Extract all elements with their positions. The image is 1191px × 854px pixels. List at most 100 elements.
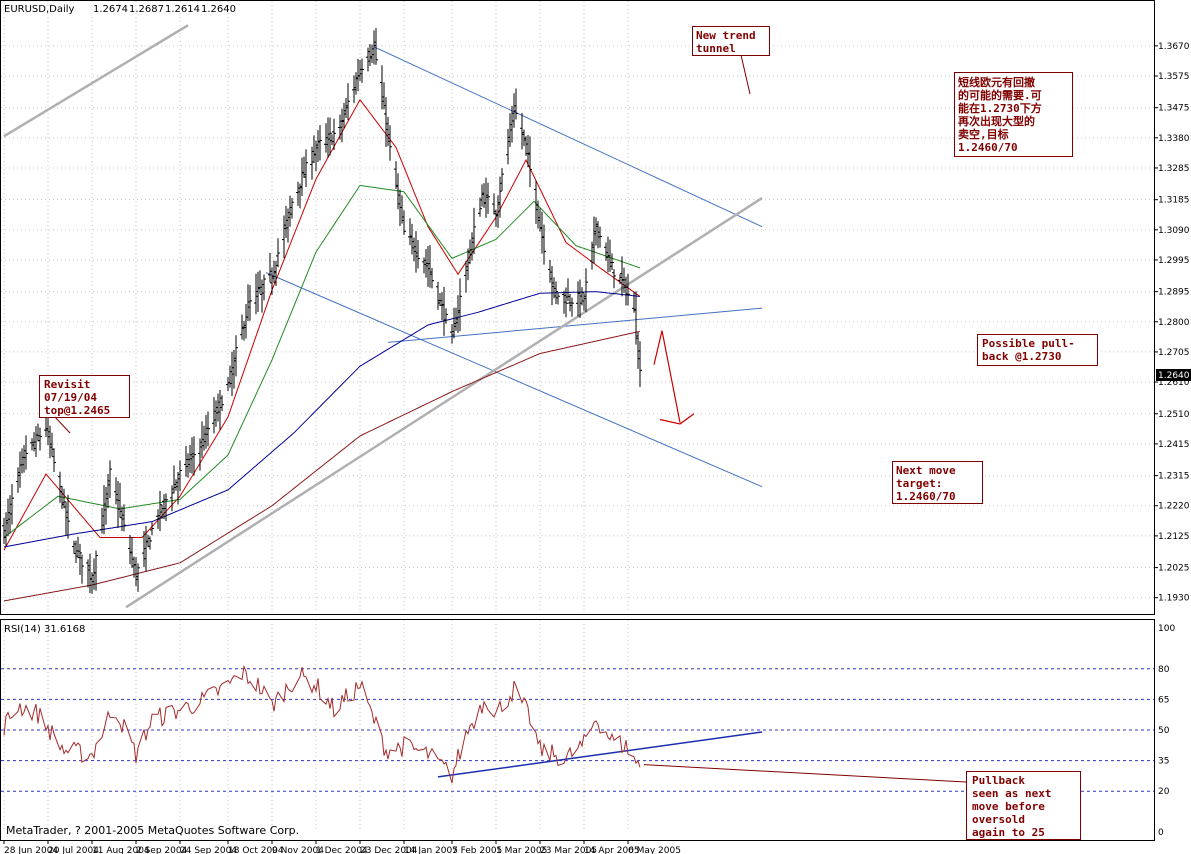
annotation-leader [643, 764, 967, 783]
annotation-line: New trend [696, 29, 756, 42]
copyright-text: MetaTrader, ? 2001-2005 MetaQuotes Softw… [6, 824, 299, 837]
price-bars [2, 28, 642, 594]
x-tick-label: 11 Aug 2004 [92, 846, 150, 854]
y-tick-label: 1.2995 [1158, 256, 1190, 266]
trendline [265, 272, 763, 488]
y-tick-label: 1.3380 [1158, 134, 1190, 144]
x-tick-label: 20 Jul 2004 [48, 846, 99, 854]
moving-average-line [3, 184, 641, 538]
x-tick-label: 14 Apr 2005 [584, 846, 640, 854]
y-tick-label: 1.2510 [1158, 410, 1190, 420]
chart-title: EURUSD,Daily [4, 4, 75, 15]
rsi-trendline [437, 731, 763, 778]
rsi-line [3, 664, 641, 784]
x-tick-label: 23 Dec 2004 [360, 846, 418, 854]
projection-path [653, 330, 681, 423]
ohlc-low: 1.2614 [165, 4, 200, 15]
y-tick-label: 1.3090 [1158, 226, 1190, 236]
current-price-label: 1.2640 [1158, 371, 1190, 381]
annotation-line: move before [972, 800, 1045, 813]
y-tick-label: 1.2025 [1158, 564, 1190, 574]
y-tick-label: 1.2125 [1158, 532, 1190, 542]
rsi-tick-label: 35 [1158, 757, 1169, 767]
annotation-line: Next move [896, 464, 956, 477]
annotation-line: 07/19/04 [44, 391, 97, 404]
y-tick-label: 1.2315 [1158, 472, 1190, 482]
y-tick-label: 1.3575 [1158, 72, 1190, 82]
annotation-line: 卖空,目标 [958, 127, 1009, 141]
y-tick-label: 1.1930 [1158, 594, 1190, 604]
ohlc-high: 1.2687 [129, 4, 164, 15]
annotation-line: 短线欧元有回撤 [958, 75, 1035, 89]
annotation-revisit: Revisit 07/19/04 top@1.2465 [39, 375, 130, 434]
annotation-line: 1.2460/70 [958, 141, 1018, 154]
grid [1, 1, 1154, 832]
rsi-axis: 100 80 65 50 35 20 0 [1158, 624, 1175, 838]
y-tick-label: 1.3475 [1158, 104, 1190, 114]
rsi-tick-label: 100 [1158, 624, 1175, 634]
x-tick-label: 9 Nov 2004 [272, 846, 324, 854]
y-tick-label: 1.2610 [1158, 378, 1190, 388]
x-tick-label: 24 Sep 2004 [180, 846, 237, 854]
rsi-levels [1, 668, 1154, 792]
rsi-tick-label: 80 [1158, 665, 1170, 675]
x-tick-label: 7 Feb 2005 [452, 846, 502, 854]
moving-averages [3, 98, 641, 602]
x-tick-label: 1 Dec 2004 [316, 846, 368, 854]
y-tick-label: 1.2415 [1158, 440, 1190, 450]
y-tick-label: 1.2800 [1158, 318, 1190, 328]
ohlc-close: 1.2640 [201, 4, 236, 15]
annotation-line: Possible pull- [982, 337, 1075, 350]
annotation-line: Revisit [44, 378, 90, 391]
rsi-title: RSI(14) 31.6168 [4, 624, 85, 635]
rsi-tick-label: 65 [1158, 695, 1169, 705]
x-tick-label: 2 Sep 2004 [136, 846, 188, 854]
projection-arrowhead [659, 413, 695, 425]
annotation-rsi-note: Pullback seen as next move before overso… [966, 771, 1081, 840]
projection-arrows [643, 330, 967, 783]
trendline [125, 197, 763, 609]
current-price-box [1156, 369, 1191, 381]
x-tick-label: 1 Mar 2005 [496, 846, 547, 854]
moving-average-line [3, 330, 641, 602]
annotation-line: 1.2460/70 [896, 490, 956, 503]
y-tick-label: 1.3185 [1158, 196, 1190, 206]
y-tick-label: 1.2705 [1158, 348, 1190, 358]
rsi-tick-label: 50 [1158, 726, 1170, 736]
price-axis: 1.3670 1.3575 1.3475 1.3380 1.3285 1.3185 1.30… [1154, 42, 1190, 604]
annotation-pullback-price: Possible pull- back @1.2730 [977, 334, 1098, 366]
y-tick-label: 1.2895 [1158, 288, 1190, 298]
annotation-next-move: Next move target: 1.2460/70 [892, 461, 983, 504]
trendlines [3, 24, 763, 778]
rsi-series-line [3, 664, 641, 784]
annotation-line: 能在1.2730下方 [958, 101, 1042, 115]
x-tick-label: 14 Jan 2005 [404, 846, 458, 854]
x-tick-label: 6 May 2005 [628, 846, 681, 854]
annotation-line: tunnel [696, 42, 736, 55]
moving-average-line [3, 291, 641, 548]
annotation-line: target: [896, 477, 942, 490]
x-tick-label: 18 Oct 2004 [228, 846, 284, 854]
y-tick-label: 1.3285 [1158, 164, 1190, 174]
x-tick-label: 23 Mar 2005 [540, 846, 597, 854]
annotation-chinese: 短线欧元有回撤 的可能的需要.可 能在1.2730下方 再次出现大型的 卖空,目… [954, 72, 1073, 157]
annotation-line: oversold [972, 813, 1025, 826]
rsi-tick-label: 0 [1158, 828, 1164, 838]
rsi-panel-frame [0, 619, 1155, 841]
annotation-line: top@1.2465 [44, 404, 110, 417]
annotation-line: back @1.2730 [982, 350, 1061, 363]
y-tick-label: 1.3670 [1158, 42, 1190, 52]
moving-average-line [3, 98, 641, 551]
rsi-tick-label: 20 [1158, 787, 1170, 797]
price-panel-frame [0, 0, 1155, 615]
annotation-line: 的可能的需要.可 [958, 88, 1042, 102]
annotation-line: Pullback [972, 774, 1025, 787]
x-tick-label: 28 Jun 2004 [4, 846, 58, 854]
ohlc-open: 1.2674 [93, 4, 128, 15]
annotation-new-trend: New trend tunnel [692, 26, 770, 95]
trendline [3, 24, 189, 138]
annotation-line: seen as next [972, 787, 1051, 800]
annotation-line: 再次出现大型的 [958, 114, 1035, 128]
